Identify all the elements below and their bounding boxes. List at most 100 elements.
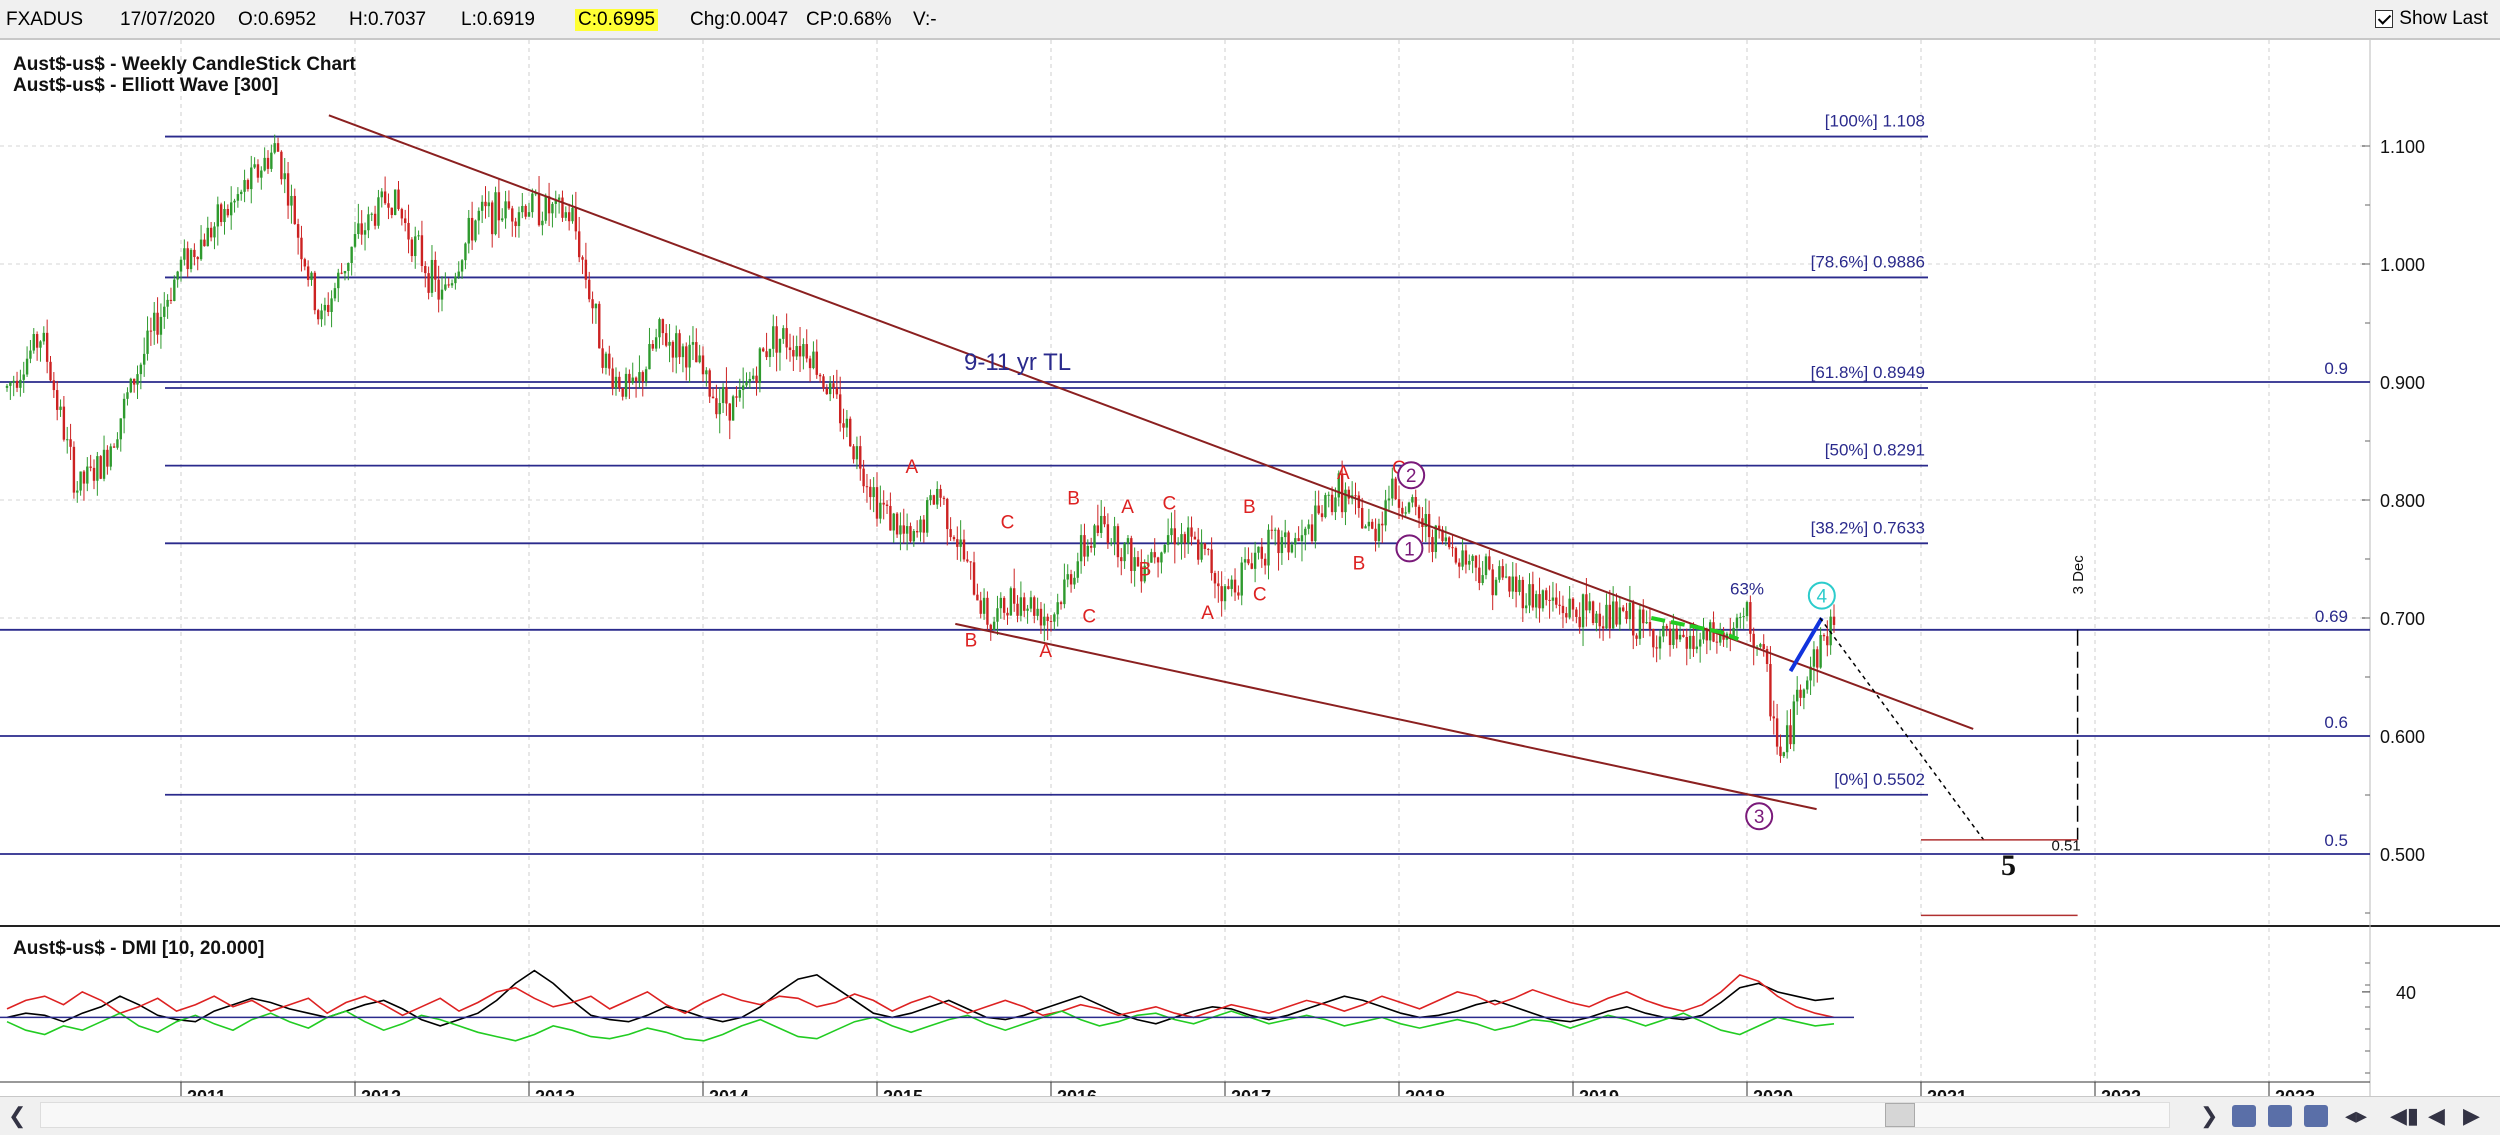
candle-body — [614, 376, 618, 389]
candle-body — [1769, 663, 1772, 717]
candle-body — [869, 486, 872, 498]
show-last-toggle[interactable]: Show Last — [2375, 8, 2488, 30]
candle-body — [1317, 505, 1320, 514]
candle-body — [1799, 689, 1802, 698]
candle-body — [889, 505, 892, 531]
candle-body — [1702, 628, 1705, 640]
candle-body — [206, 227, 209, 247]
candle-body — [1397, 499, 1401, 508]
candle-body — [1682, 634, 1685, 637]
candle-body — [1307, 524, 1310, 529]
candle-body — [1819, 635, 1822, 668]
scroll-thumb[interactable] — [1885, 1103, 1915, 1127]
candle-body — [1524, 605, 1528, 609]
chart-area[interactable]: 2011 2012 2013 2014 2015 2016 2017 2018 2019 2020… — [0, 40, 2500, 1096]
candle-body — [360, 223, 363, 235]
next-icon[interactable]: ▶ — [2463, 1103, 2480, 1128]
first-icon[interactable]: ◀▮ — [2390, 1103, 2420, 1128]
candle-body — [1615, 601, 1618, 625]
chart-tool-icon[interactable] — [2232, 1105, 2256, 1127]
candle-body — [929, 495, 932, 501]
candle-body — [628, 373, 631, 383]
candle-body — [1277, 529, 1280, 554]
candle-body — [678, 333, 681, 358]
candle-body — [1364, 526, 1367, 529]
candle-body — [641, 372, 644, 382]
candle-body — [337, 272, 340, 289]
candle-body — [1514, 576, 1518, 592]
candle-body — [156, 312, 159, 335]
layout-icon[interactable] — [2268, 1105, 2292, 1127]
scroll-toggle-icon[interactable]: ◂▸ — [2345, 1103, 2368, 1128]
candle-body — [1665, 625, 1668, 629]
candle-body — [527, 212, 531, 217]
candle-body — [82, 471, 86, 484]
candle-body — [618, 376, 621, 389]
candle-body — [1588, 601, 1591, 611]
candle-body — [1253, 552, 1257, 569]
candle-body — [1474, 555, 1478, 568]
candle-body — [808, 358, 812, 369]
candle-body — [1518, 579, 1521, 592]
candle-body — [966, 559, 969, 562]
candle-body — [1026, 608, 1029, 611]
candle-body — [35, 334, 39, 348]
candle-body — [1404, 512, 1407, 514]
show-last-checkbox[interactable] — [2375, 10, 2394, 28]
candle-body — [240, 191, 243, 195]
scroll-bar[interactable]: ❮ ❯ ◂▸ ◀▮ ◀ ▶ — [0, 1096, 2500, 1135]
candle-body — [146, 330, 149, 354]
prev-icon[interactable]: ◀ — [2428, 1103, 2445, 1128]
candle-body — [1759, 644, 1762, 647]
candle-body — [377, 197, 380, 226]
candle-body — [316, 310, 320, 320]
candle-body — [758, 348, 762, 383]
candle-body — [1039, 608, 1043, 626]
candle-body — [1156, 557, 1160, 563]
candle-body — [1193, 536, 1197, 540]
candle-body — [668, 341, 671, 346]
wave-label: B — [1067, 489, 1080, 510]
dmi-series-line — [6, 1010, 1835, 1042]
candle-body — [286, 173, 290, 206]
candle-body — [972, 562, 976, 595]
candle-body — [859, 446, 862, 469]
candle-body — [1752, 633, 1755, 648]
x-tick-label: 2019 — [1579, 1087, 1619, 1096]
candle-body — [919, 519, 922, 533]
candle-body — [932, 495, 936, 505]
candle-body — [1190, 527, 1193, 537]
candle-body — [969, 561, 972, 563]
candle-body — [129, 378, 133, 393]
y-tick-label: 0.900 — [2380, 373, 2425, 393]
screenshot-icon[interactable] — [2304, 1105, 2328, 1127]
candle-body — [925, 500, 929, 533]
scroll-track[interactable] — [40, 1102, 2170, 1128]
candle-body — [725, 387, 728, 404]
candle-body — [1742, 616, 1745, 618]
candle-body — [9, 382, 12, 386]
candle-body — [1267, 529, 1270, 566]
candle-body — [1012, 588, 1016, 604]
candle-body — [1578, 616, 1581, 628]
candle-body — [1678, 634, 1682, 640]
candle-body — [1581, 594, 1585, 628]
candle-body — [1504, 576, 1508, 578]
candle-body — [1186, 527, 1190, 544]
candle-body — [608, 353, 611, 369]
candle-body — [1197, 539, 1200, 560]
candle-body — [179, 259, 183, 272]
candle-body — [1200, 543, 1203, 560]
candle-body — [1478, 567, 1481, 583]
candle-body — [1381, 523, 1384, 526]
candle-body — [1521, 579, 1525, 609]
candle-body — [554, 199, 557, 204]
candle-body — [444, 284, 447, 290]
scroll-right-icon[interactable]: ❯ — [2200, 1103, 2219, 1128]
candle-body — [1444, 537, 1448, 542]
candle-body — [1377, 523, 1381, 541]
candle-body — [862, 468, 865, 487]
legend-entry: Aust$-us$ - Weekly CandleStick Chart — [13, 54, 356, 75]
scroll-left-icon[interactable]: ❮ — [8, 1103, 27, 1128]
candle-body — [517, 212, 521, 227]
